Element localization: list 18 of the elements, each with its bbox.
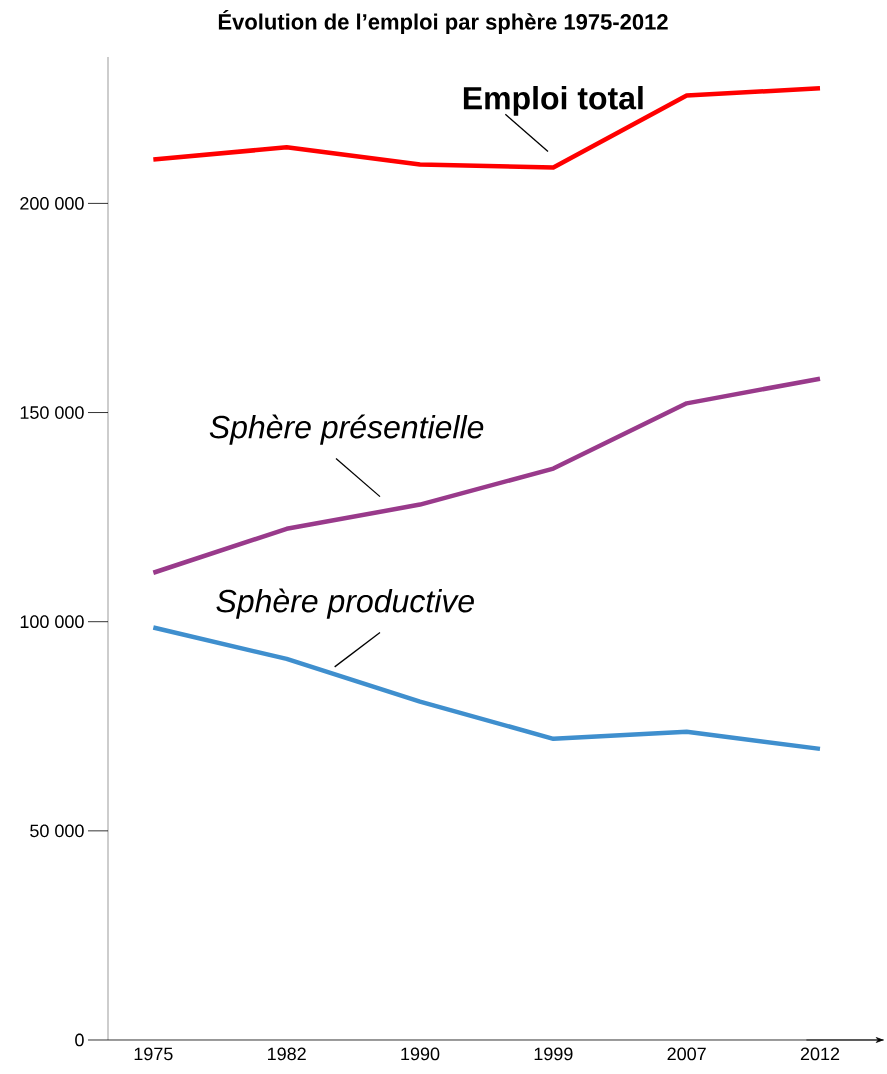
line-series <box>151 376 823 576</box>
y-tick-label: 150 000 <box>20 406 84 419</box>
series-label: Sphère productive <box>216 588 474 619</box>
x-tick-label: 1990 <box>401 1047 440 1061</box>
x-tick-label: 1975 <box>134 1047 173 1061</box>
chart-title: Évolution de l’emploi par sphère 1975-2012 <box>218 9 668 35</box>
line-series <box>151 86 823 170</box>
series-label: Emploi total <box>463 86 643 116</box>
series-label: Sphère présentielle <box>209 414 484 445</box>
x-tick-label: 1999 <box>534 1047 573 1061</box>
line-series <box>151 625 823 752</box>
x-tick-label: 2012 <box>800 1047 840 1061</box>
x-tick-label: 2007 <box>667 1047 706 1061</box>
y-tick-label: 0 <box>75 1033 84 1047</box>
y-tick-label: 50 000 <box>30 824 84 838</box>
y-tick-label: 100 000 <box>20 615 84 629</box>
y-tick-label: 200 000 <box>20 197 84 210</box>
x-tick-label: 1982 <box>268 1047 306 1061</box>
